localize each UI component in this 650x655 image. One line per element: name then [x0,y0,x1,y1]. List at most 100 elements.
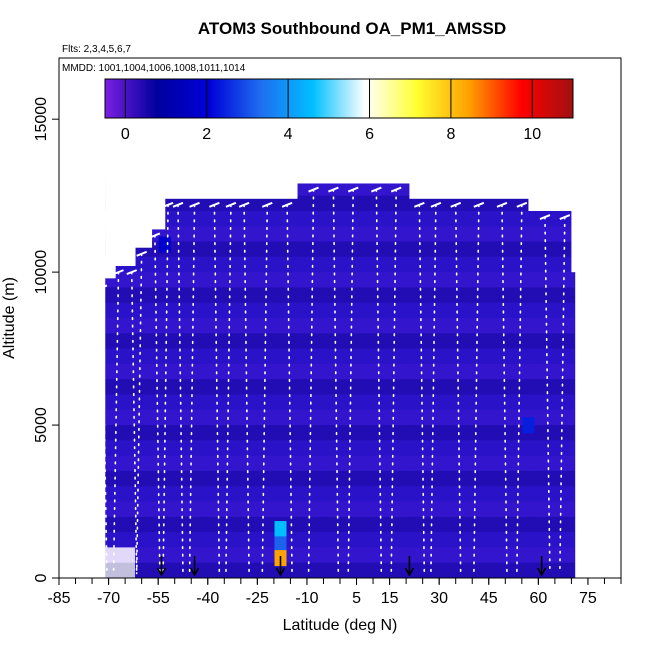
y-axis-label: Altitude (m) [1,277,18,359]
heatmap-column [326,183,387,579]
flight-level-segment [496,201,508,208]
heatmap-column [409,198,473,579]
flight-profile [130,271,138,575]
heatmap-hotspot [158,236,171,253]
flight-level-segment [281,201,293,208]
heatmap-band [105,363,575,380]
flight-profile [213,204,221,575]
heatmap-band [105,501,575,517]
heatmap-mask [571,59,576,273]
flight-profile [188,204,196,575]
flight-profile [332,188,340,575]
x-axis: -85 -70 -55 -40 -25 -10 5 15 30 45 60 75 [47,578,622,607]
flight-level-segment [172,201,184,208]
x-axis-label: Latitude (deg N) [283,617,398,634]
flight-profile [135,252,143,575]
flight-profile [112,271,120,575]
flight-level-segment [162,201,174,208]
flight-level-segment [113,269,124,276]
heatmap-column [151,229,166,578]
x-tick-label: -85 [47,590,70,607]
flight-profile [375,188,383,575]
flight-profile [162,204,169,575]
heatmap-mask [386,59,410,184]
flight-level-segment [473,201,485,208]
heatmap-band [105,257,574,272]
heatmap-band [105,486,574,501]
colorbar-tick-label: 10 [523,126,541,143]
flight-profile [225,204,232,575]
flight-level-segment [328,186,339,193]
heatmap-band [105,287,575,303]
heatmap-band [105,440,574,455]
flight-profile [101,286,108,575]
heatmap-column [135,247,153,578]
heatmap-column [115,266,136,548]
flight-profile [390,188,398,575]
heatmap-band [105,241,575,257]
heatmap-hotspot [522,417,535,434]
heatmap-field [105,59,576,579]
heatmap-column [511,198,529,579]
flight-level-segment [347,186,359,193]
x-tick-label: -70 [97,590,120,607]
flight-profile [501,204,508,575]
flight-marker-arrowhead [536,567,547,577]
flight-marker-arrowhead [275,567,286,577]
heatmap-band [105,547,575,563]
heatmap-band [105,379,575,395]
y-tick-label: 15000 [33,97,50,142]
flight-markers [156,556,547,577]
x-tick-label: -40 [196,590,219,607]
flight-profile [473,204,480,575]
heatmap-band [105,195,575,211]
flight-profile [177,204,184,575]
flight-level-segment [149,232,161,239]
heatmap-hotspot [274,536,287,553]
flight-profile [544,216,551,575]
flight-level-segment [390,186,402,193]
flight-level-segment [225,201,237,208]
flight-level-segment [261,201,273,208]
flight-profile [243,204,250,575]
flight-profile [307,188,315,575]
flight-level-segment [136,250,148,257]
y-axis: 0 5000 10000 15000 [33,97,59,582]
flight-profiles [96,186,571,575]
x-tick-label: 75 [579,590,597,607]
colorbar-gradient [104,78,574,119]
flight-level-segment [209,201,220,208]
heatmap-band [105,562,575,578]
flight-level-segment [238,201,250,208]
dates-label: MMDD: 1001,1004,1006,1008,1011,1014 [62,63,246,74]
flight-marker-arrowhead [156,567,167,577]
x-tick-label: 5 [352,590,361,607]
flight-level-segment [450,201,462,208]
heatmap-band [105,532,574,547]
heatmap-hotspot [274,521,287,538]
flight-profile [454,204,462,575]
colorbar-tick-label: 8 [446,126,455,143]
flight-level-segment [430,201,442,208]
heatmap-band [105,470,575,487]
heatmap-band [105,318,575,334]
heatmap-band [105,303,574,318]
flight-level-segment [559,214,571,220]
x-tick-label: -55 [147,590,170,607]
x-tick-label: 30 [430,590,448,607]
flights-label: Flts: 2,3,4,5,6,7 [62,44,131,55]
flight-profile [430,204,437,575]
flight-level-segment [516,201,528,208]
flight-profile [418,204,426,575]
heatmap-mask [326,59,387,184]
y-tick-label: 10000 [33,250,50,295]
x-tick-label: 60 [529,590,547,607]
heatmap-column [164,198,209,579]
heatmap-column [571,272,576,578]
colorbar-tick-label: 6 [365,126,374,143]
flight-level-segment [189,201,200,208]
flight-profile [516,204,523,575]
heatmap-mask [105,59,116,279]
